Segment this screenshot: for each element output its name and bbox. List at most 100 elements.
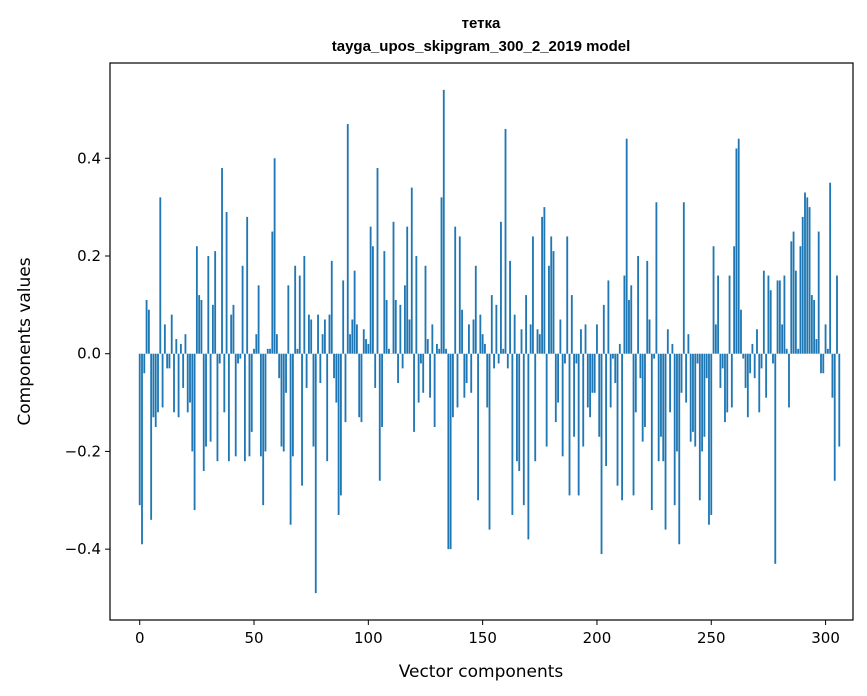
- bar-73: [305, 353, 308, 388]
- bar-232: [669, 353, 672, 413]
- bar-214: [628, 299, 630, 354]
- bar-293: [808, 207, 811, 354]
- bar-224: [650, 353, 653, 511]
- bar-4: [147, 309, 150, 354]
- bar-171: [529, 324, 532, 354]
- bar-148: [477, 353, 479, 501]
- bar-75: [310, 319, 313, 354]
- bar-219: [639, 353, 642, 379]
- bar-208: [614, 353, 617, 384]
- bar-244: [696, 353, 699, 364]
- bar-125: [424, 265, 427, 354]
- bar-131: [438, 348, 441, 354]
- bar-234: [673, 353, 676, 506]
- bar-213: [625, 138, 628, 354]
- bar-21: [186, 353, 189, 413]
- x-tick-label: 300: [811, 629, 840, 647]
- bar-32: [211, 304, 214, 354]
- bar-139: [456, 353, 459, 408]
- chart-subtitle: tayga_upos_skipgram_300_2_2019 model: [332, 38, 631, 55]
- bar-238: [682, 202, 685, 354]
- bar-107: [383, 251, 386, 354]
- bar-172: [532, 236, 534, 354]
- bar-11: [163, 324, 166, 354]
- x-tick-label: 0: [135, 629, 145, 647]
- bar-71: [301, 353, 303, 486]
- bar-257: [726, 353, 729, 413]
- bar-233: [671, 343, 674, 354]
- bar-248: [705, 353, 708, 379]
- bar-196: [586, 353, 589, 408]
- bar-96: [358, 353, 361, 418]
- bar-46: [243, 353, 246, 462]
- bar-52: [257, 285, 260, 354]
- bar-203: [602, 304, 605, 354]
- bar-276: [769, 290, 772, 354]
- bar-231: [666, 329, 669, 354]
- bar-138: [454, 226, 457, 354]
- bar-304: [833, 353, 836, 481]
- bar-147: [474, 265, 477, 354]
- bar-79: [319, 353, 322, 384]
- bar-84: [330, 260, 333, 354]
- bar-290: [801, 216, 804, 354]
- bar-74: [307, 314, 310, 354]
- bar-185: [561, 353, 564, 457]
- bar-155: [493, 353, 495, 369]
- bar-10: [161, 353, 164, 408]
- bar-38: [225, 212, 228, 354]
- bar-0: [138, 353, 141, 506]
- bar-30: [207, 256, 210, 354]
- bar-47: [246, 216, 249, 354]
- bar-123: [420, 353, 422, 364]
- bar-8: [157, 353, 159, 413]
- bar-267: [749, 353, 752, 374]
- bar-235: [676, 353, 678, 452]
- bar-133: [442, 89, 445, 354]
- bar-201: [598, 353, 601, 437]
- bar-6: [152, 353, 155, 418]
- bar-62: [280, 353, 283, 447]
- bar-49: [250, 353, 253, 432]
- bar-128: [431, 324, 434, 354]
- bar-182: [554, 353, 557, 423]
- bar-291: [804, 192, 806, 354]
- bar-247: [703, 353, 706, 437]
- bar-117: [406, 226, 409, 354]
- bar-14: [170, 314, 173, 354]
- bar-152: [486, 353, 489, 408]
- bar-193: [580, 329, 582, 354]
- bar-97: [360, 353, 363, 423]
- bar-37: [223, 353, 226, 413]
- bar-189: [570, 295, 573, 354]
- bar-116: [404, 285, 406, 354]
- bar-178: [545, 353, 548, 447]
- bar-271: [758, 353, 761, 413]
- bar-64: [285, 353, 287, 393]
- bar-80: [321, 334, 324, 354]
- bar-273: [762, 270, 765, 354]
- bar-27: [200, 299, 203, 354]
- bar-165: [516, 353, 518, 462]
- bar-2: [143, 353, 146, 374]
- bar-249: [708, 353, 710, 525]
- bar-183: [557, 353, 559, 403]
- bar-35: [218, 353, 221, 364]
- bar-90: [344, 353, 347, 423]
- bar-164: [513, 314, 516, 354]
- x-tick-label: 50: [244, 629, 263, 647]
- bar-200: [596, 324, 598, 354]
- bar-153: [488, 353, 491, 530]
- bar-274: [765, 353, 768, 398]
- bar-295: [813, 299, 816, 354]
- bar-261: [735, 148, 738, 354]
- bar-103: [374, 353, 377, 388]
- bar-259: [730, 353, 733, 408]
- bar-262: [737, 138, 740, 354]
- bar-77: [314, 353, 317, 594]
- x-tick-label: 200: [583, 629, 612, 647]
- bar-175: [538, 334, 541, 354]
- bar-298: [820, 353, 822, 374]
- bar-162: [509, 260, 511, 354]
- bar-176: [541, 216, 543, 354]
